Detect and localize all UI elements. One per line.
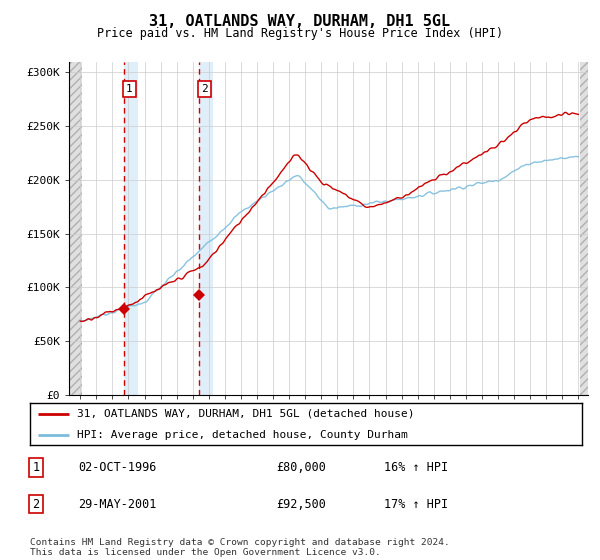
Bar (580, 56, 587, 395)
Text: 31, OATLANDS WAY, DURHAM, DH1 5GL: 31, OATLANDS WAY, DURHAM, DH1 5GL (149, 14, 451, 29)
Bar (69, 56, 82, 395)
Text: 1: 1 (126, 84, 133, 94)
Text: 2: 2 (32, 497, 40, 511)
Text: 17% ↑ HPI: 17% ↑ HPI (384, 497, 448, 511)
Text: Price paid vs. HM Land Registry's House Price Index (HPI): Price paid vs. HM Land Registry's House … (97, 27, 503, 40)
Text: 02-OCT-1996: 02-OCT-1996 (78, 461, 157, 474)
Text: Contains HM Land Registry data © Crown copyright and database right 2024.
This d: Contains HM Land Registry data © Crown c… (30, 538, 450, 557)
Text: 31, OATLANDS WAY, DURHAM, DH1 5GL (detached house): 31, OATLANDS WAY, DURHAM, DH1 5GL (detac… (77, 409, 415, 419)
Text: £92,500: £92,500 (276, 497, 326, 511)
Text: 29-MAY-2001: 29-MAY-2001 (78, 497, 157, 511)
Text: 16% ↑ HPI: 16% ↑ HPI (384, 461, 448, 474)
Bar (124, 56, 138, 395)
Text: HPI: Average price, detached house, County Durham: HPI: Average price, detached house, Coun… (77, 430, 407, 440)
Text: £80,000: £80,000 (276, 461, 326, 474)
Text: 1: 1 (32, 461, 40, 474)
Text: 2: 2 (201, 84, 208, 94)
Bar (199, 56, 213, 395)
